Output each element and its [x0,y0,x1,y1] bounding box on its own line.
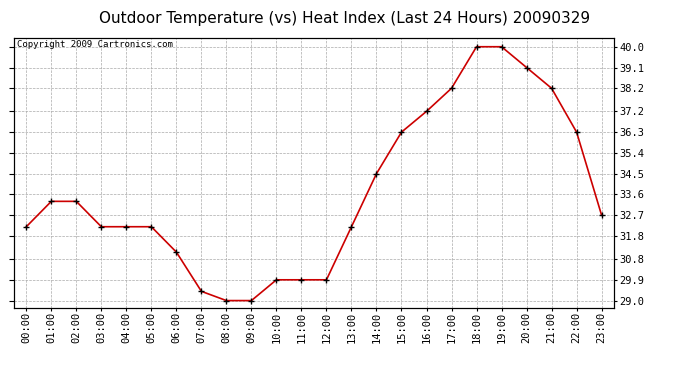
Text: Outdoor Temperature (vs) Heat Index (Last 24 Hours) 20090329: Outdoor Temperature (vs) Heat Index (Las… [99,11,591,26]
Text: Copyright 2009 Cartronics.com: Copyright 2009 Cartronics.com [17,40,172,49]
